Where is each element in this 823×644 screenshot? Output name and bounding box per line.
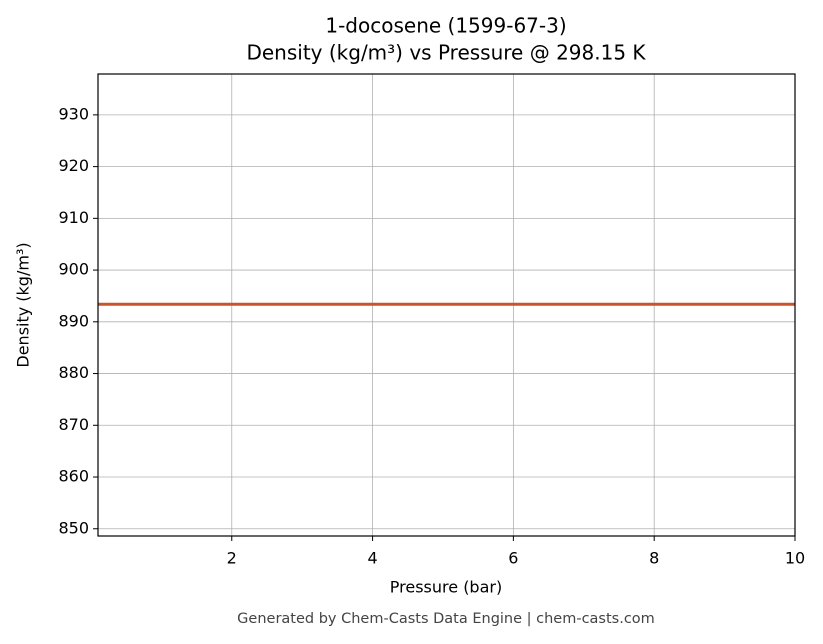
y-tick-label: 890 [58,311,89,330]
x-tick-label: 10 [785,549,805,568]
x-axis-label: Pressure (bar) [390,578,502,597]
y-tick-label: 930 [58,104,89,123]
chart-subtitle: Density (kg/m³) vs Pressure @ 298.15 K [246,41,646,65]
y-tick-label: 880 [58,363,89,382]
y-tick-label: 910 [58,208,89,227]
x-tick-label: 6 [508,549,518,568]
chart-title: 1-docosene (1599-67-3) [325,14,566,38]
x-tick-label: 4 [367,549,377,568]
plot-frame [97,73,796,537]
x-tick-label: 8 [649,549,659,568]
y-tick-label: 850 [58,518,89,537]
footer: Generated by Chem-Casts Data Engine | ch… [237,611,655,627]
y-tick-label: 900 [58,260,89,279]
y-axis-label: Density (kg/m³) [14,242,33,367]
y-tick-label: 860 [58,467,89,486]
y-tick-label: 920 [58,156,89,175]
y-tick-label: 870 [58,415,89,434]
x-tick-label: 2 [227,549,237,568]
